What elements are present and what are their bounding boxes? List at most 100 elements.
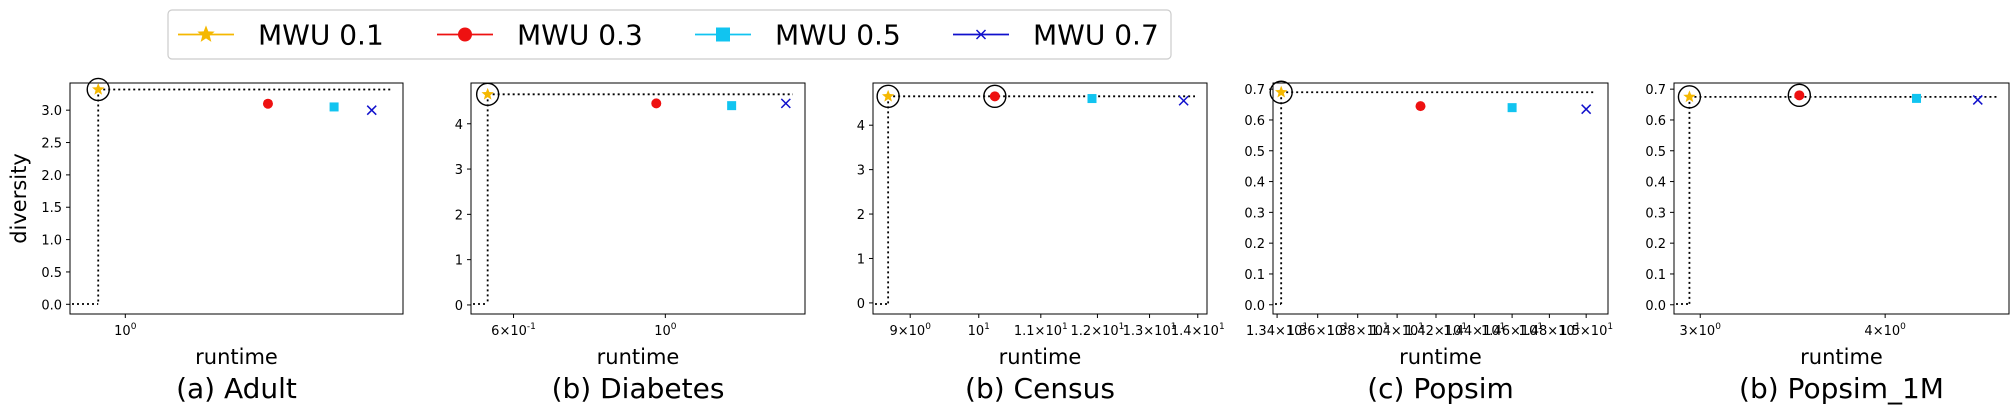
legend-frame	[167, 9, 1172, 60]
legend-marker-stroke	[975, 29, 987, 40]
x-tick-label: 1.5×101	[1559, 322, 1613, 339]
data-point	[1275, 85, 1288, 98]
data-point-stroke	[366, 105, 377, 116]
x-tick-label: 1.48×101	[1518, 322, 1580, 339]
y-tick-label: 0.7	[1645, 83, 1666, 98]
data-point	[329, 102, 339, 112]
x-tick-label: 9×100	[889, 322, 931, 339]
data-point	[366, 105, 377, 116]
data-point	[1794, 90, 1805, 101]
y-tick-label: 0.6	[1244, 114, 1265, 129]
data-point	[1683, 90, 1696, 103]
x-axis-label: runtime	[999, 345, 1082, 369]
x-tick-label: 1.4×101	[1370, 322, 1424, 339]
x-tick-label: 1.44×101	[1443, 322, 1505, 339]
highlight-circle	[1677, 85, 1702, 109]
data-point	[1087, 94, 1097, 104]
x-axis-label: runtime	[195, 345, 278, 369]
x-tick-label: 1.42×101	[1405, 322, 1467, 339]
y-tick-label: 0.2	[1645, 237, 1666, 252]
panel-caption: (b) Diabetes	[552, 372, 725, 405]
legend-label: MWU 0.3	[517, 19, 643, 52]
data-point-stroke	[1178, 95, 1189, 106]
y-tick-label: 3.0	[41, 104, 62, 119]
legend-marker	[975, 29, 987, 40]
data-point	[262, 98, 273, 109]
y-tick-label: 0.1	[1645, 268, 1666, 283]
x-tick-label: 101	[968, 322, 990, 339]
data-point	[1178, 95, 1189, 106]
y-tick-label: 0.0	[1645, 299, 1666, 314]
x-axis-label: runtime	[1399, 345, 1482, 369]
y-tick-label: 0.5	[41, 266, 62, 281]
data-point-stroke	[1972, 94, 1983, 105]
data-point	[1415, 101, 1426, 112]
y-tick-label: 0.4	[1244, 176, 1265, 191]
highlight-circle	[1269, 80, 1293, 104]
y-axis-label: diversity	[7, 153, 31, 244]
highlight-circle	[86, 77, 110, 102]
panel: 0.0 0.1 0.2 0.3 0.4 0.5 0.6 0.7 3×100 4×100 runtim…	[1645, 82, 2010, 405]
panel-caption: (b) Popsim_1M	[1739, 372, 1944, 405]
data-point	[881, 89, 895, 102]
x-tick-label: 1.4×101	[1171, 322, 1225, 339]
panel-caption: (c) Popsim	[1367, 372, 1514, 405]
legend-marker	[458, 27, 472, 42]
highlight-circle	[876, 84, 900, 109]
y-tick-label: 0.5	[1244, 145, 1265, 160]
panel: 0 1 2 3 4 9×100 101 1.1×101 1.2×1011.3×1011.4×10…	[857, 82, 1225, 405]
plot-frame	[69, 82, 404, 315]
data-point	[1507, 103, 1517, 113]
x-tick-label: 4×100	[1864, 322, 1906, 339]
y-tick-label: 0.0	[41, 298, 62, 313]
y-tick-label: 4	[857, 119, 865, 134]
panel-caption: (a) Adult	[176, 372, 297, 405]
data-point	[651, 98, 662, 109]
y-tick-label: 0.1	[1244, 268, 1265, 283]
legend-marker	[197, 25, 215, 42]
x-tick-label: 1.36×101	[1287, 322, 1349, 339]
x-axis-label: runtime	[597, 345, 680, 369]
panel-caption: (b) Census	[965, 372, 1115, 405]
x-tick-label: 100	[114, 322, 137, 339]
y-tick-label: 0.6	[1645, 114, 1666, 129]
data-point-stroke	[1581, 104, 1592, 115]
legend: MWU 0.1 MWU 0.3 MWU 0.5 MWU 0.7	[167, 9, 1172, 60]
y-tick-label: 0	[455, 299, 463, 314]
y-tick-label: 0.5	[1645, 145, 1666, 160]
x-tick-label: 1.34×101	[1246, 322, 1308, 339]
y-tick-label: 0.3	[1645, 206, 1666, 221]
highlight-circle	[1787, 83, 1812, 108]
x-tick-label: 6×10-1	[491, 322, 536, 339]
legend-label: MWU 0.5	[775, 19, 901, 52]
data-point	[727, 101, 737, 111]
data-point	[1581, 104, 1592, 115]
y-tick-label: 0	[857, 297, 865, 312]
y-tick-label: 0.0	[1244, 299, 1265, 314]
data-point	[1912, 93, 1922, 103]
legend-label: MWU 0.7	[1033, 19, 1159, 52]
legend-entry: MWU 0.1	[178, 19, 384, 52]
plot-frame	[1272, 82, 1609, 315]
legend-entry: MWU 0.3	[437, 19, 643, 52]
legend-label: MWU 0.1	[258, 19, 384, 52]
panel: 0.0 0.1 0.2 0.3 0.4 0.5 0.6 0.7 1.34×1011.36×101…	[1244, 80, 1613, 405]
y-tick-label: 1.5	[41, 201, 62, 216]
x-tick-label: 3×100	[1680, 322, 1722, 339]
y-tick-label: 2	[857, 208, 865, 223]
highlight-circle	[983, 84, 1007, 109]
plot-frame	[872, 82, 1208, 315]
plot-frame	[1673, 82, 2010, 315]
x-tick-label: 100	[654, 322, 677, 339]
y-tick-label: 3	[455, 163, 463, 178]
legend-entry: MWU 0.5	[695, 19, 901, 52]
x-tick-label: 1.2×101	[1071, 322, 1125, 339]
y-tick-label: 2.5	[41, 137, 62, 152]
plot-frame	[470, 82, 806, 315]
x-tick-label: 1.3×101	[1123, 322, 1177, 339]
x-tick-label: 1.1×101	[1014, 322, 1068, 339]
y-tick-label: 0.7	[1244, 83, 1265, 98]
y-tick-label: 3	[857, 164, 865, 179]
data-point	[481, 87, 494, 100]
